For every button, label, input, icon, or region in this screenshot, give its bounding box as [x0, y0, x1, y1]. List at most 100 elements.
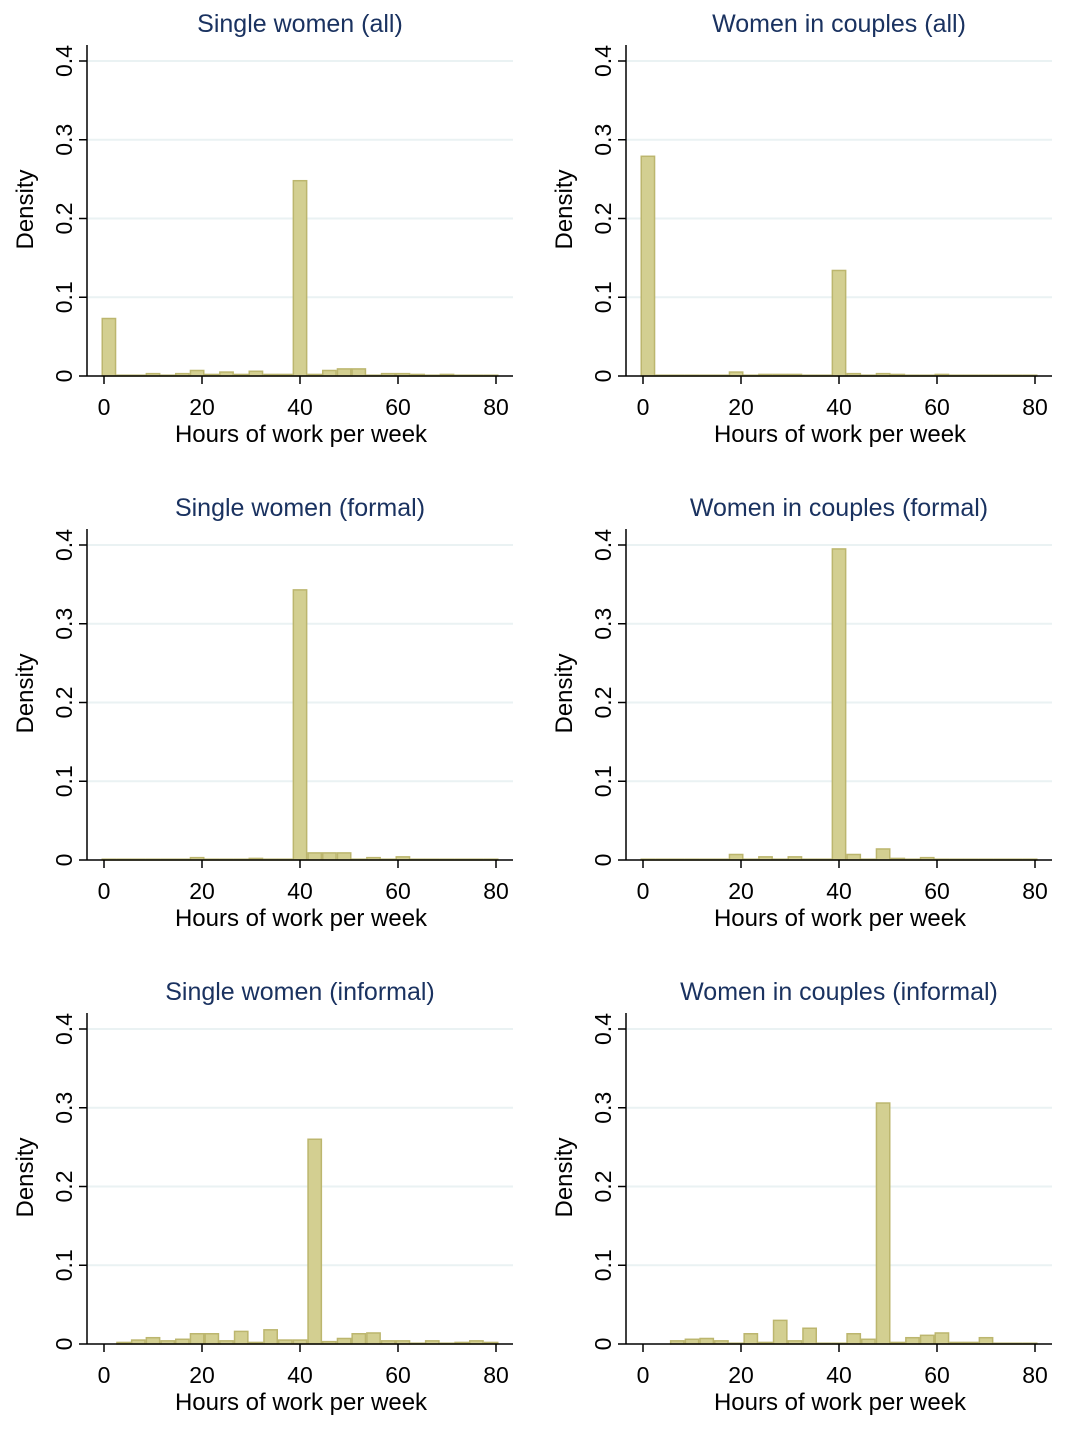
x-tick-label: 60: [924, 394, 950, 420]
histogram-bar: [336, 368, 352, 377]
histogram-bar: [905, 1336, 920, 1345]
chart-svg: Women in couples (informal) 0 0.1 0.2 0.3 0.4…: [551, 978, 1052, 1416]
histogram-bar: [233, 1330, 249, 1345]
x-tick-label: 0: [98, 1362, 111, 1388]
histogram-bar: [978, 1336, 994, 1345]
chart-title: Single women (all): [197, 10, 403, 38]
x-tick-label: 40: [287, 878, 313, 904]
histogram-bar: [699, 1337, 715, 1345]
histogram-bar: [802, 1327, 818, 1345]
chart-title: Single women (formal): [175, 494, 425, 522]
y-tick-label: 0.2: [51, 687, 77, 719]
histogram-bar: [366, 1332, 381, 1345]
y-tick-label: 0.3: [590, 124, 616, 156]
x-tick-label: 40: [826, 1362, 852, 1388]
x-tick-label: 40: [287, 1362, 313, 1388]
y-tick-label: 0.1: [590, 281, 616, 313]
x-tick-label: 80: [483, 878, 509, 904]
y-tick-label: 0.3: [590, 608, 616, 640]
x-tick-label: 0: [637, 394, 650, 420]
chart-title: Women in couples (all): [712, 10, 966, 38]
histogram-bar: [728, 853, 744, 861]
histogram-bar: [189, 369, 205, 377]
chart-svg: Single women (informal) 0 0.1 0.2 0.3 0.4 0 20 4…: [12, 978, 513, 1416]
y-tick-label: 0.2: [51, 1171, 77, 1203]
histogram-bar: [351, 368, 367, 377]
y-axis-label: Density: [551, 653, 578, 733]
y-tick-label: 0.2: [590, 687, 616, 719]
y-tick-label: 0: [590, 1338, 616, 1351]
histogram-bar: [351, 1333, 367, 1345]
y-tick-label: 0.3: [51, 608, 77, 640]
x-axis-label: Hours of work per week: [175, 1389, 428, 1416]
y-tick-label: 0.4: [51, 1013, 77, 1045]
x-tick-label: 60: [924, 1362, 950, 1388]
histogram-bar: [336, 1337, 352, 1345]
x-tick-label: 60: [924, 878, 950, 904]
histogram-bar: [263, 1329, 279, 1345]
x-tick-label: 60: [385, 1362, 411, 1388]
x-axis-label: Hours of work per week: [714, 421, 967, 448]
y-tick-label: 0.1: [51, 281, 77, 313]
histogram-bar: [846, 853, 862, 861]
x-tick-label: 80: [483, 1362, 509, 1388]
chart-title: Women in couples (formal): [690, 494, 988, 522]
histogram-bar: [204, 1333, 220, 1345]
y-tick-label: 0.4: [51, 45, 77, 77]
y-tick-label: 0.4: [51, 529, 77, 561]
chart-panel-single-formal: Single women (formal) 0 0.1 0.2 0.3 0.4 0 20 40 6…: [0, 484, 540, 968]
x-tick-label: 20: [189, 1362, 215, 1388]
histogram-bar: [934, 1332, 950, 1345]
histogram-bar: [292, 179, 308, 377]
chart-panel-single-informal: Single women (informal) 0 0.1 0.2 0.3 0.4 0 20 4…: [0, 968, 540, 1452]
x-tick-label: 40: [287, 394, 313, 420]
y-tick-label: 0.1: [51, 1249, 77, 1281]
histogram-bar: [743, 1333, 759, 1345]
chart-title: Single women (informal): [165, 978, 435, 1006]
histogram-bar: [831, 548, 847, 861]
y-tick-label: 0: [590, 854, 616, 867]
histogram-bar: [292, 589, 308, 861]
y-tick-label: 0.2: [590, 1171, 616, 1203]
y-tick-label: 0: [590, 370, 616, 383]
x-axis-label: Hours of work per week: [714, 905, 967, 932]
chart-title: Women in couples (informal): [680, 978, 998, 1006]
x-tick-label: 20: [728, 878, 754, 904]
x-tick-label: 0: [98, 878, 111, 904]
histogram-bar: [322, 369, 337, 377]
x-axis-label: Hours of work per week: [175, 905, 428, 932]
y-axis-label: Density: [12, 653, 39, 733]
y-tick-label: 0.3: [590, 1092, 616, 1124]
y-tick-label: 0: [51, 370, 77, 383]
x-tick-label: 80: [483, 394, 509, 420]
chart-panel-couples-all: Women in couples (all) 0 0.1 0.2 0.3 0.4 0 20 40…: [539, 0, 1079, 484]
y-tick-label: 0.4: [590, 1013, 616, 1045]
x-tick-label: 20: [728, 1362, 754, 1388]
histogram-bar: [189, 1333, 205, 1345]
y-tick-label: 0.2: [51, 203, 77, 235]
chart-svg: Women in couples (formal) 0 0.1 0.2 0.3 0.4 0 2…: [551, 494, 1052, 932]
x-tick-label: 40: [826, 878, 852, 904]
y-axis-label: Density: [12, 169, 39, 249]
x-axis-label: Hours of work per week: [714, 1389, 967, 1416]
x-tick-label: 20: [728, 394, 754, 420]
chart-panel-couples-informal: Women in couples (informal) 0 0.1 0.2 0.3 0.4…: [539, 968, 1079, 1452]
y-tick-label: 0.1: [590, 1249, 616, 1281]
x-tick-label: 20: [189, 394, 215, 420]
x-tick-label: 80: [1022, 878, 1048, 904]
y-tick-label: 0.3: [51, 1092, 77, 1124]
x-tick-label: 0: [98, 394, 111, 420]
histogram-bar: [336, 852, 352, 861]
y-axis-label: Density: [551, 169, 578, 249]
histogram-bar: [101, 317, 117, 377]
y-tick-label: 0.2: [590, 203, 616, 235]
x-axis-label: Hours of work per week: [175, 421, 428, 448]
histogram-bar: [919, 1334, 935, 1345]
x-tick-label: 80: [1022, 1362, 1048, 1388]
x-tick-label: 60: [385, 394, 411, 420]
histogram-bar: [875, 1102, 891, 1345]
x-tick-label: 80: [1022, 394, 1048, 420]
y-tick-label: 0.1: [590, 765, 616, 797]
y-axis-label: Density: [12, 1137, 39, 1217]
